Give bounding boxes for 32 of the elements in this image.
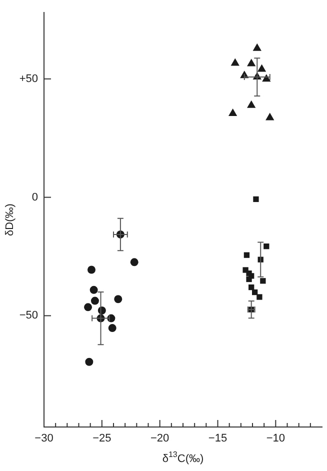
point xyxy=(87,266,96,274)
point xyxy=(90,286,98,294)
x-tick-label: −10 xyxy=(266,432,286,445)
x-tick-label: −20 xyxy=(150,432,170,445)
y-tick-label: −50 xyxy=(19,310,38,322)
point xyxy=(230,58,240,66)
point xyxy=(264,243,270,250)
x-tick-label: −30 xyxy=(34,432,54,445)
point xyxy=(246,276,252,282)
point xyxy=(114,295,122,304)
point xyxy=(85,358,94,366)
point xyxy=(266,112,274,120)
point xyxy=(260,278,266,284)
point xyxy=(130,258,138,266)
point xyxy=(252,43,262,51)
point xyxy=(247,100,256,108)
point xyxy=(248,284,254,290)
y-tick-label: +50 xyxy=(19,72,38,85)
point xyxy=(257,64,266,72)
x-tick-label: −25 xyxy=(92,432,112,445)
point xyxy=(247,58,256,66)
point xyxy=(244,252,250,258)
point xyxy=(256,294,262,300)
point xyxy=(252,289,258,296)
point xyxy=(84,303,92,312)
x-tick-label: −15 xyxy=(208,432,228,445)
y-axis-title: δD(‰) xyxy=(4,204,16,236)
point xyxy=(90,296,99,305)
point xyxy=(228,108,238,116)
point xyxy=(253,196,259,202)
y-tick-label: 0 xyxy=(32,191,38,204)
point xyxy=(108,324,116,332)
